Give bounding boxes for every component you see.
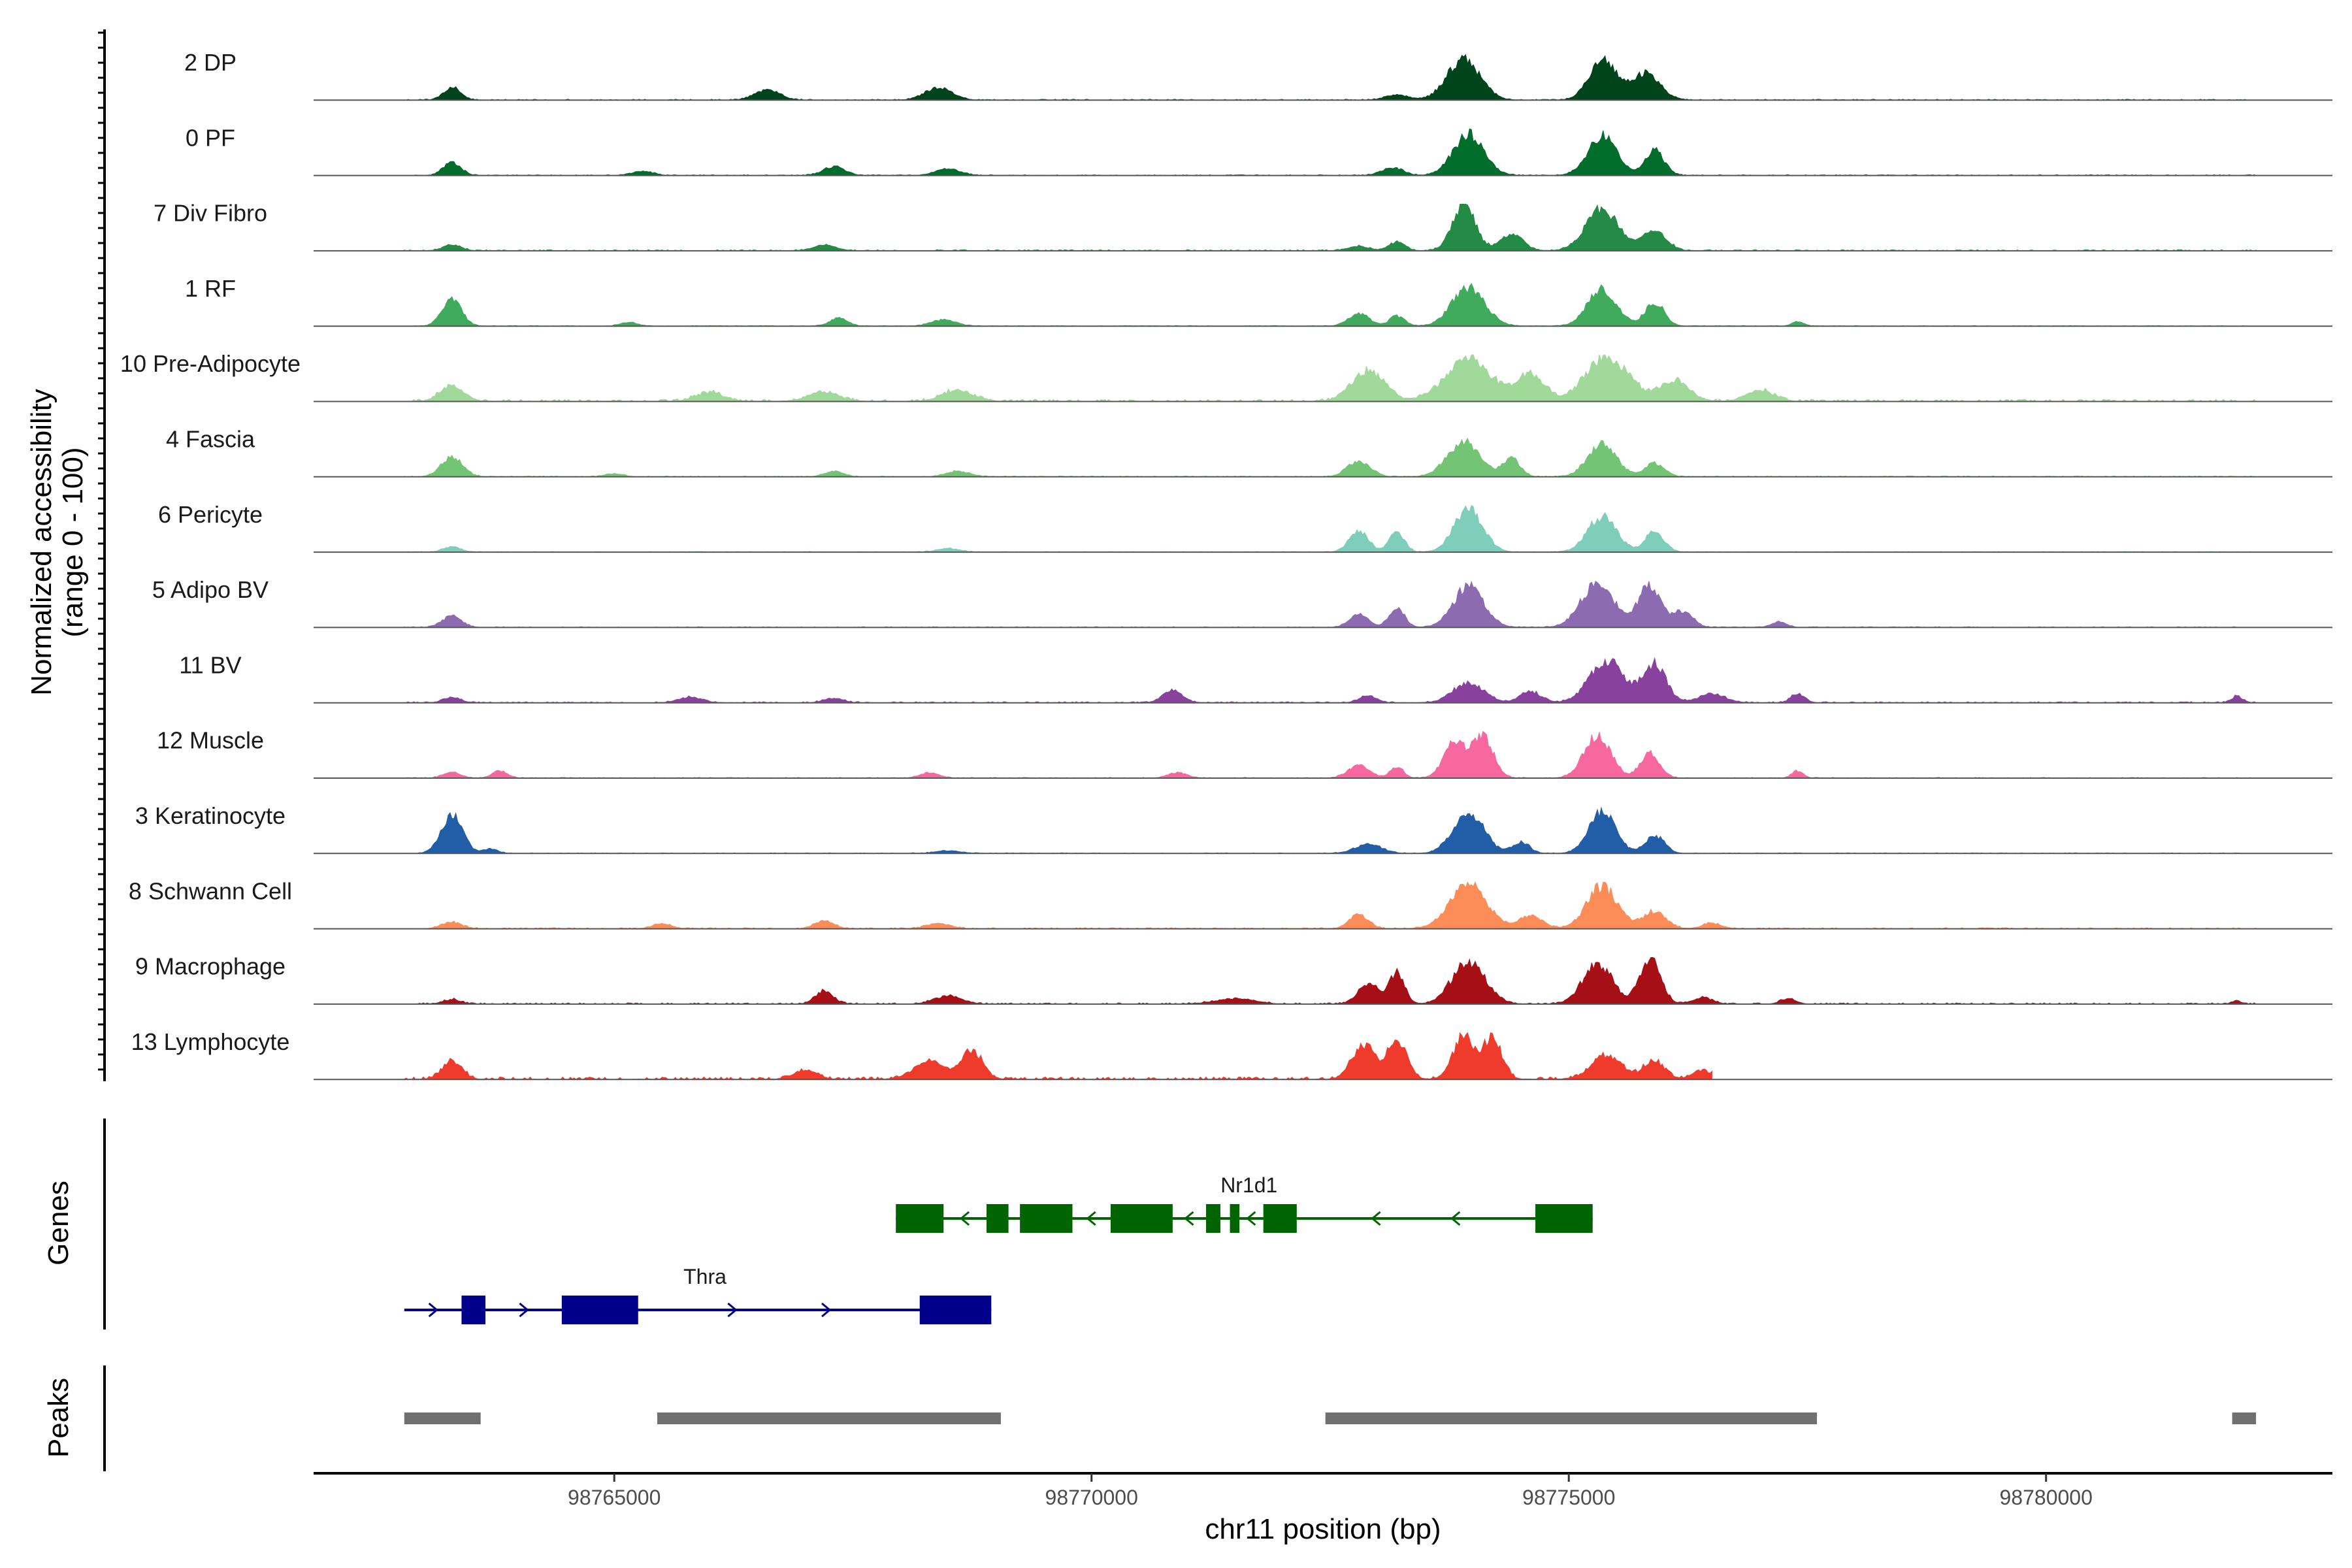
coverage-area	[404, 881, 2257, 930]
y-axis-label-line1: Normalized accessibility	[25, 389, 57, 695]
track-label: 13 Lymphocyte	[131, 1028, 290, 1055]
coverage-area	[404, 504, 2257, 553]
strand-arrow	[1086, 1211, 1096, 1226]
track-2-dp: 2 DP	[184, 49, 2332, 101]
track-6-pericyte: 6 Pericyte	[158, 501, 2332, 553]
peak-region	[404, 1413, 481, 1424]
exon	[461, 1296, 485, 1324]
track-11-bv: 11 BV	[179, 651, 2332, 704]
strand-arrow	[1246, 1211, 1256, 1226]
track-8-schwann-cell: 8 Schwann Cell	[129, 877, 2332, 930]
track-0-pf: 0 PF	[186, 124, 2332, 176]
coverage-area	[404, 128, 2257, 176]
x-tick-label: 98780000	[2000, 1486, 2093, 1509]
genes-panel-label: Genes	[42, 1181, 74, 1266]
exon	[987, 1204, 1009, 1233]
coverage-area	[404, 54, 2257, 101]
gene-nr1d1: Nr1d1	[896, 1173, 1593, 1233]
x-axis: 98765000 98770000 98775000 98780000	[314, 1472, 2332, 1509]
gene-thra: Thra	[404, 1265, 992, 1324]
y-axis-label-line2: (range 0 - 100)	[57, 447, 89, 637]
coverage-area	[404, 283, 2257, 327]
coverage-area	[404, 806, 2257, 854]
x-tick-label: 98770000	[1045, 1486, 1138, 1509]
track-12-muscle: 12 Muscle	[157, 727, 2332, 779]
coverage-area	[404, 957, 2257, 1005]
track-label: 6 Pericyte	[158, 501, 263, 528]
x-tick-label: 98765000	[568, 1486, 661, 1509]
exon	[561, 1296, 638, 1324]
track-label: 5 Adipo BV	[152, 576, 269, 603]
track-label: 2 DP	[184, 49, 237, 76]
strand-arrow	[1450, 1211, 1461, 1226]
track-label: 8 Schwann Cell	[129, 877, 292, 904]
x-axis-label: chr11 position (bp)	[1205, 1513, 1441, 1545]
exon	[919, 1296, 992, 1324]
track-9-macrophage: 9 Macrophage	[135, 953, 2332, 1005]
track-13-lymphocyte: 13 Lymphocyte	[131, 1028, 2332, 1081]
track-label: 11 BV	[179, 651, 241, 678]
peak-region	[1325, 1413, 1818, 1424]
exon	[1020, 1204, 1073, 1233]
exon	[1263, 1204, 1297, 1233]
peak-region	[2232, 1413, 2257, 1424]
track-7-div-fibro: 7 Div Fibro	[154, 200, 2332, 252]
peaks-panel-label: Peaks	[42, 1378, 74, 1458]
track-label: 1 RF	[185, 275, 236, 302]
track-label: 12 Muscle	[157, 727, 264, 754]
coverage-tracks: 2 DP 0 PF 7 Div Fibro 1 RF 10 Pre-Adipocyte 4…	[98, 29, 2332, 1081]
exon	[1110, 1204, 1173, 1233]
coverage-area	[404, 657, 2257, 704]
track-label: 10 Pre-Adipocyte	[120, 350, 301, 377]
track-label: 4 Fascia	[166, 426, 255, 453]
track-1-rf: 1 RF	[185, 275, 2332, 327]
track-label: 7 Div Fibro	[154, 200, 267, 227]
gene-label: Thra	[683, 1265, 727, 1288]
x-tick-label: 98775000	[1522, 1486, 1615, 1509]
exon	[1206, 1204, 1220, 1233]
track-label: 0 PF	[186, 124, 235, 151]
coverage-area	[404, 1032, 1712, 1080]
coverage-area	[404, 437, 2257, 478]
coverage-area	[404, 580, 2257, 628]
track-4-fascia: 4 Fascia	[166, 426, 2332, 478]
exon	[1230, 1204, 1240, 1233]
peaks-panel	[103, 1365, 2257, 1471]
gene-label: Nr1d1	[1220, 1173, 1277, 1197]
track-3-keratinocyte: 3 Keratinocyte	[135, 802, 2332, 855]
coverage-area	[404, 730, 2257, 779]
strand-arrow	[1184, 1211, 1194, 1226]
genes-panel: Nr1d1 Thra	[103, 1119, 1593, 1330]
strand-arrow	[519, 1302, 529, 1318]
track-label: 3 Keratinocyte	[135, 802, 286, 829]
track-5-adipo-bv: 5 Adipo BV	[152, 576, 2332, 629]
exon	[1535, 1204, 1593, 1233]
strand-arrow	[959, 1211, 970, 1226]
peak-region	[657, 1413, 1001, 1424]
strand-arrow	[727, 1302, 738, 1318]
strand-arrow	[821, 1302, 832, 1318]
track-label: 9 Macrophage	[135, 953, 286, 980]
strand-arrow	[428, 1302, 438, 1318]
coverage-area	[404, 354, 2257, 402]
track-10-pre-adipocyte: 10 Pre-Adipocyte	[120, 350, 2332, 402]
exon	[896, 1204, 944, 1233]
strand-arrow	[1371, 1211, 1381, 1226]
coverage-area	[404, 204, 2257, 252]
